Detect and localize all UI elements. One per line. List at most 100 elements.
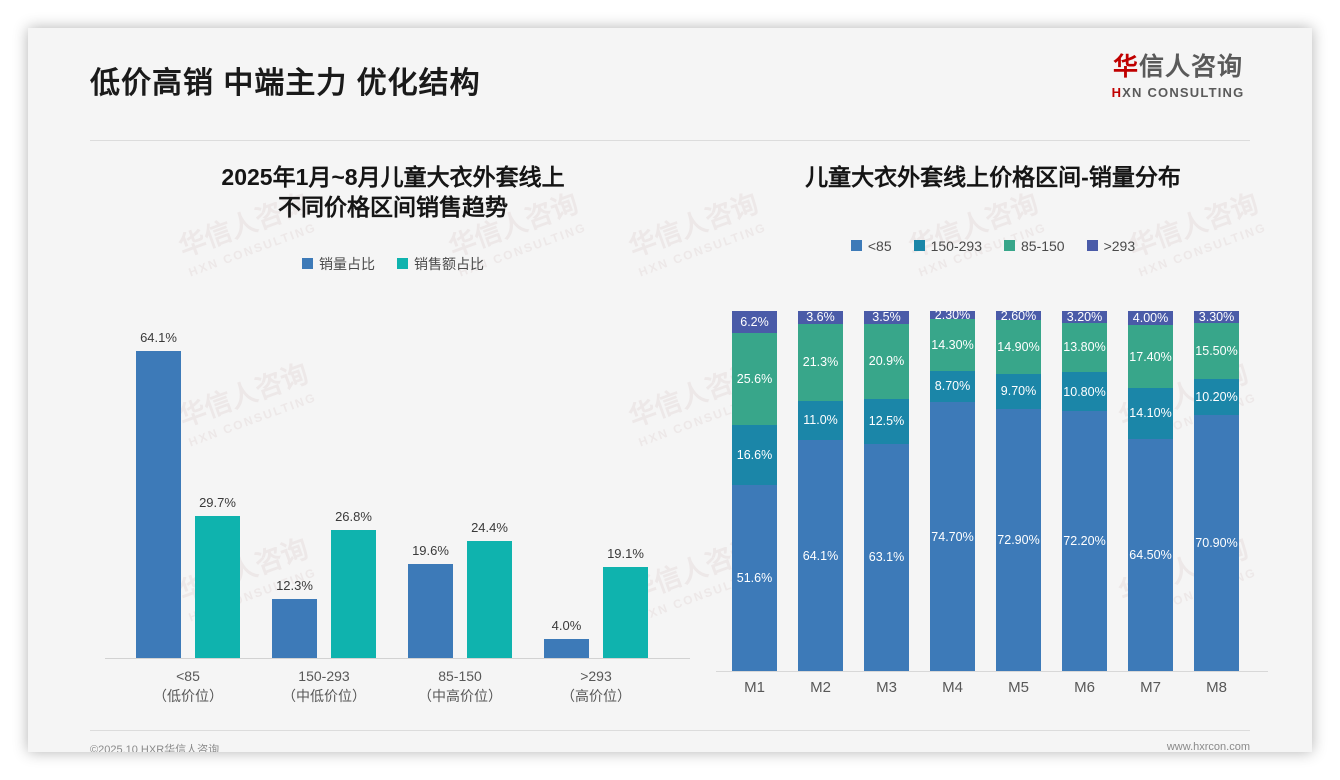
stacked-bar-segment[interactable]: 4.00% bbox=[1128, 311, 1173, 326]
segment-value-label: 17.40% bbox=[1129, 349, 1172, 364]
x-axis-category-sub: （中低价位） bbox=[282, 688, 366, 705]
stacked-bar-segment[interactable]: 3.6% bbox=[798, 311, 843, 324]
legend-swatch-icon bbox=[1004, 240, 1015, 252]
bar[interactable] bbox=[603, 567, 648, 658]
stacked-bar-segment[interactable]: 14.90% bbox=[996, 320, 1041, 374]
segment-value-label: 3.5% bbox=[872, 311, 901, 324]
stacked-bar[interactable]: 4.00% 17.40% 14.10% 64.50% bbox=[1128, 311, 1173, 671]
bar-value-label: 4.0% bbox=[551, 618, 582, 633]
stacked-bar-segment[interactable]: 10.80% bbox=[1062, 372, 1107, 412]
stacked-bar-segment[interactable]: 12.5% bbox=[864, 398, 909, 444]
stacked-bar-segment[interactable]: 14.10% bbox=[1128, 388, 1173, 439]
footer-website: www.hxrcon.com bbox=[1166, 741, 1250, 752]
x-axis-month-label: M4 bbox=[942, 679, 963, 696]
bar-column[interactable]: 29.7% bbox=[195, 323, 240, 658]
legend-item-sales-1[interactable]: 销售额占比 bbox=[397, 254, 484, 274]
bar-column[interactable]: 12.3% bbox=[272, 323, 317, 658]
x-axis-line-right bbox=[716, 671, 1268, 672]
bar[interactable] bbox=[272, 599, 317, 658]
stacked-bar-segment[interactable]: 74.70% bbox=[930, 402, 975, 671]
legend-item-band-3[interactable]: >293 bbox=[1086, 238, 1135, 254]
bar[interactable] bbox=[467, 541, 512, 658]
segment-value-label: 64.50% bbox=[1129, 547, 1172, 562]
segment-value-label: 2.60% bbox=[1000, 311, 1037, 321]
bar-value-label: 12.3% bbox=[276, 578, 313, 593]
segment-value-label: 14.30% bbox=[931, 338, 974, 352]
bar-column[interactable]: 19.1% bbox=[603, 323, 648, 658]
stacked-bar-segment[interactable]: 13.80% bbox=[1062, 322, 1107, 373]
segment-value-label: 72.20% bbox=[1063, 534, 1106, 549]
bar[interactable] bbox=[195, 516, 240, 658]
logo-chinese: 华信人咨询 bbox=[1088, 55, 1268, 80]
stacked-bar-segment[interactable]: 63.1% bbox=[864, 443, 909, 671]
stacked-bar-segment[interactable]: 64.1% bbox=[798, 440, 843, 671]
segment-value-label: 64.1% bbox=[802, 548, 839, 563]
stacked-bar-segment[interactable]: 9.70% bbox=[996, 373, 1041, 409]
stacked-bar[interactable]: 3.6% 21.3% 11.0% 64.1% bbox=[798, 311, 843, 671]
x-axis-month-label: M6 bbox=[1074, 679, 1095, 696]
bar[interactable] bbox=[408, 564, 453, 658]
bar-column[interactable]: 19.6% bbox=[408, 323, 453, 658]
stacked-bar[interactable]: 3.20% 13.80% 10.80% 72.20% bbox=[1062, 311, 1107, 671]
stacked-bar[interactable]: 3.5% 20.9% 12.5% 63.1% bbox=[864, 311, 909, 671]
segment-value-label: 74.70% bbox=[931, 529, 974, 544]
bar-group: 4.0% 19.1% bbox=[531, 323, 661, 658]
stacked-bar-segment[interactable]: 21.3% bbox=[798, 323, 843, 401]
stacked-bar-segment[interactable]: 3.30% bbox=[1194, 311, 1239, 323]
stacked-bar[interactable]: 2.30% 14.30% 8.70% 74.70% bbox=[930, 311, 975, 671]
bar-column[interactable]: 64.1% bbox=[136, 323, 181, 658]
legend-swatch-icon bbox=[1086, 240, 1098, 252]
legend-item-band-1[interactable]: 150-293 bbox=[913, 238, 982, 254]
logo-english-rest: XN CONSULTING bbox=[1122, 85, 1245, 100]
slide-canvas: 低价高销 中端主力 优化结构 华信人咨询 HXN CONSULTING 华信人咨… bbox=[28, 28, 1312, 752]
stacked-bar-segment[interactable]: 2.30% bbox=[930, 311, 975, 320]
stacked-bar-segment[interactable]: 20.9% bbox=[864, 323, 909, 399]
chart-title-line2: 不同价格区间销售趋势 bbox=[278, 193, 508, 220]
x-axis-month-label: M7 bbox=[1140, 679, 1161, 696]
stacked-bar-segment[interactable]: 25.6% bbox=[732, 333, 777, 426]
bar-column[interactable]: 26.8% bbox=[331, 323, 376, 658]
bar[interactable] bbox=[544, 639, 589, 658]
stacked-bar[interactable]: 6.2% 25.6% 16.6% 51.6% bbox=[732, 311, 777, 671]
legend-swatch-icon bbox=[302, 258, 313, 270]
bar-column[interactable]: 24.4% bbox=[467, 323, 512, 658]
x-axis-category-label: 150-293 （中低价位） bbox=[259, 666, 389, 707]
stacked-bar-segment[interactable]: 3.20% bbox=[1062, 311, 1107, 323]
bar-group: 12.3% 26.8% bbox=[259, 323, 389, 658]
stacked-bar-segment[interactable]: 72.20% bbox=[1062, 411, 1107, 671]
stacked-bar[interactable]: 2.60% 14.90% 9.70% 72.90% bbox=[996, 311, 1041, 671]
stacked-bar-segment[interactable]: 70.90% bbox=[1194, 415, 1239, 671]
legend-item-band-0[interactable]: <85 bbox=[850, 238, 892, 254]
bar-column[interactable]: 4.0% bbox=[544, 323, 589, 658]
segment-value-label: 4.00% bbox=[1132, 311, 1169, 326]
stacked-bar-segment[interactable]: 11.0% bbox=[798, 400, 843, 441]
segment-value-label: 10.20% bbox=[1195, 390, 1238, 405]
stacked-bar-segment[interactable]: 64.50% bbox=[1128, 438, 1173, 671]
stacked-bar-segment[interactable]: 10.20% bbox=[1194, 378, 1239, 416]
bar[interactable] bbox=[136, 351, 181, 658]
x-axis-category-label: <85 （低价位） bbox=[123, 666, 253, 707]
stacked-bar-segment[interactable]: 16.6% bbox=[732, 425, 777, 486]
stacked-bar-segment[interactable]: 8.70% bbox=[930, 370, 975, 403]
segment-value-label: 70.90% bbox=[1195, 536, 1238, 550]
stacked-bar-segment[interactable]: 3.5% bbox=[864, 311, 909, 324]
stacked-bar-segment[interactable]: 17.40% bbox=[1128, 325, 1173, 389]
segment-value-label: 51.6% bbox=[736, 571, 773, 586]
legend-item-band-2[interactable]: 85-150 bbox=[1004, 238, 1065, 254]
stacked-bar[interactable]: 3.30% 15.50% 10.20% 70.90% bbox=[1194, 311, 1239, 671]
bar[interactable] bbox=[331, 530, 376, 658]
stacked-bar-segment[interactable]: 14.30% bbox=[930, 319, 975, 371]
segment-value-label: 2.30% bbox=[934, 311, 971, 320]
stacked-bar-segment[interactable]: 15.50% bbox=[1194, 322, 1239, 379]
stacked-bar-segment[interactable]: 72.90% bbox=[996, 408, 1041, 671]
x-axis-month-label: M2 bbox=[810, 679, 831, 696]
bar-value-label: 19.6% bbox=[412, 543, 449, 558]
legend-item-sales-0[interactable]: 销量占比 bbox=[302, 254, 375, 274]
stacked-bar-segment[interactable]: 6.2% bbox=[732, 311, 777, 334]
x-axis-category-sub: （高价位） bbox=[561, 688, 631, 705]
x-axis-category-sub: （低价位） bbox=[153, 688, 223, 705]
x-axis-category-label: >293 （高价位） bbox=[531, 666, 661, 707]
x-axis-category-main: <85 bbox=[176, 668, 200, 684]
stacked-bar-segment[interactable]: 51.6% bbox=[732, 485, 777, 671]
stacked-bar-segment[interactable]: 2.60% bbox=[996, 311, 1041, 321]
